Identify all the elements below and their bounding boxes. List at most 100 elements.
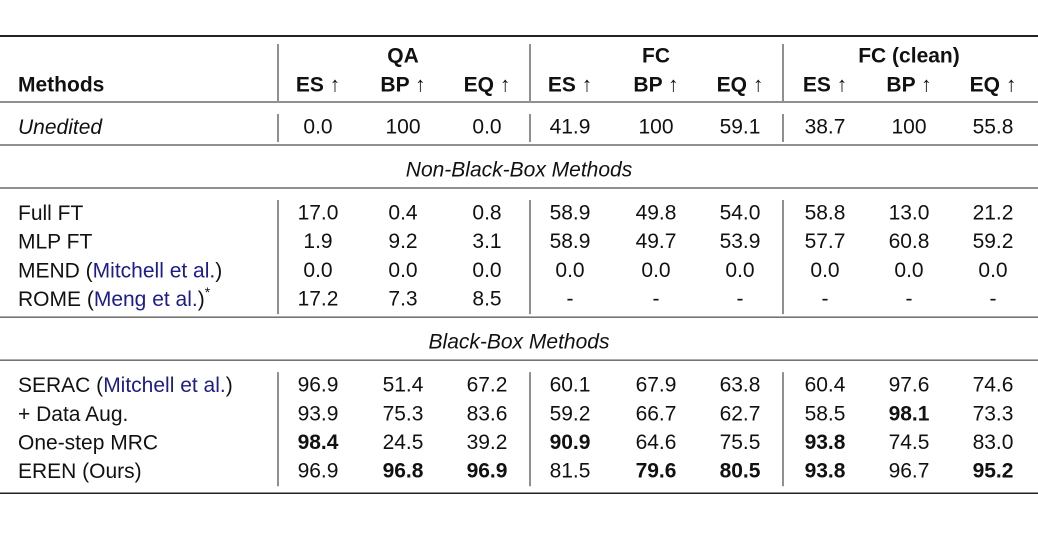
cell-value: 67.9 — [636, 374, 677, 397]
section-title: Non-Black-Box Methods — [406, 159, 633, 182]
cell-value: 3.1 — [472, 230, 501, 253]
cell-value: 41.9 — [550, 116, 591, 139]
cell-value: 62.7 — [720, 402, 761, 425]
metric-header: ES ↑ — [548, 74, 592, 97]
cell-value: 100 — [891, 116, 926, 139]
cell-value: 79.6 — [636, 460, 677, 483]
cell-value: - — [906, 288, 913, 311]
cell-value: 8.5 — [472, 288, 501, 311]
metric-header: EQ ↑ — [717, 74, 764, 97]
group-header: FC — [642, 45, 670, 68]
cell-value: 0.0 — [472, 259, 501, 282]
metric-header: ES ↑ — [296, 74, 340, 97]
metric-header: BP ↑ — [380, 74, 425, 97]
cell-value: 63.8 — [720, 374, 761, 397]
cell-value: 59.1 — [720, 116, 761, 139]
cell-value: 64.6 — [636, 431, 677, 454]
cell-value: 58.9 — [550, 202, 591, 225]
cell-value: 100 — [638, 116, 673, 139]
method-name: + Data Aug. — [18, 402, 128, 425]
cell-value: 74.5 — [889, 431, 930, 454]
cell-value: 58.8 — [805, 202, 846, 225]
cell-value: - — [737, 288, 744, 311]
method-name: EREN (Ours) — [18, 460, 142, 483]
cell-value: 95.2 — [973, 460, 1014, 483]
citation: Mitchell et al. — [103, 374, 226, 397]
cell-value: 96.7 — [889, 460, 930, 483]
cell-value: 93.8 — [805, 431, 846, 454]
cell-value: 96.9 — [467, 460, 508, 483]
cell-value: 0.8 — [472, 202, 501, 225]
cell-value: 49.7 — [636, 230, 677, 253]
method-name: ROME (Meng et al.)* — [18, 284, 211, 311]
method-text: SERAC ( — [18, 374, 103, 397]
cell-value: 96.9 — [298, 374, 339, 397]
cell-value: 0.0 — [472, 116, 501, 139]
cell-value: 96.8 — [383, 460, 424, 483]
method-text: One-step MRC — [18, 431, 158, 454]
cell-value: 1.9 — [303, 230, 332, 253]
cell-value: 57.7 — [805, 230, 846, 253]
metric-header: EQ ↑ — [970, 74, 1017, 97]
cell-value: 0.0 — [303, 116, 332, 139]
cell-value: 74.6 — [973, 374, 1014, 397]
metric-header: ES ↑ — [803, 74, 847, 97]
method-text: Unedited — [18, 116, 103, 139]
method-text: ) — [226, 374, 233, 397]
method-text: ) — [215, 259, 222, 282]
cell-value: 83.6 — [467, 402, 508, 425]
cell-value: 58.9 — [550, 230, 591, 253]
cell-value: 58.5 — [805, 402, 846, 425]
cell-value: 9.2 — [388, 230, 417, 253]
cell-value: 81.5 — [550, 460, 591, 483]
cell-value: 83.0 — [973, 431, 1014, 454]
cell-value: 49.8 — [636, 202, 677, 225]
method-text: Full FT — [18, 202, 84, 225]
cell-value: 60.1 — [550, 374, 591, 397]
cell-value: 75.3 — [383, 402, 424, 425]
cell-value: 0.0 — [810, 259, 839, 282]
metric-header: EQ ↑ — [464, 74, 511, 97]
cell-value: 0.0 — [555, 259, 584, 282]
cell-value: 66.7 — [636, 402, 677, 425]
cell-value: - — [822, 288, 829, 311]
cell-value: 0.0 — [894, 259, 923, 282]
cell-value: 100 — [385, 116, 420, 139]
cell-value: 60.8 — [889, 230, 930, 253]
method-text: EREN (Ours) — [18, 460, 142, 483]
cell-value: - — [990, 288, 997, 311]
cell-value: 96.9 — [298, 460, 339, 483]
cell-value: 98.4 — [298, 431, 339, 454]
method-text: * — [205, 284, 211, 300]
metric-header: BP ↑ — [886, 74, 931, 97]
method-name: Full FT — [18, 202, 84, 225]
method-text: MEND ( — [18, 259, 93, 282]
method-name: One-step MRC — [18, 431, 158, 454]
cell-value: 98.1 — [889, 402, 930, 425]
cell-value: 39.2 — [467, 431, 508, 454]
cell-value: 24.5 — [383, 431, 424, 454]
method-name: MEND (Mitchell et al.) — [18, 259, 222, 282]
cell-value: 0.0 — [641, 259, 670, 282]
cell-value: 53.9 — [720, 230, 761, 253]
cell-value: 55.8 — [973, 116, 1014, 139]
cell-value: 0.0 — [978, 259, 1007, 282]
method-name: MLP FT — [18, 230, 92, 253]
cell-value: 73.3 — [973, 402, 1014, 425]
cell-value: 13.0 — [889, 202, 930, 225]
cell-value: 80.5 — [720, 460, 761, 483]
cell-value: 75.5 — [720, 431, 761, 454]
method-text: + Data Aug. — [18, 402, 128, 425]
cell-value: - — [567, 288, 574, 311]
section-title: Black-Box Methods — [429, 331, 610, 354]
cell-value: 59.2 — [973, 230, 1014, 253]
cell-value: 51.4 — [383, 374, 424, 397]
group-header: FC (clean) — [858, 45, 960, 68]
method-name: Unedited — [18, 116, 103, 139]
cell-value: 0.0 — [388, 259, 417, 282]
methods-header: Methods — [18, 74, 104, 97]
method-text: ) — [198, 288, 205, 311]
cell-value: 60.4 — [805, 374, 846, 397]
